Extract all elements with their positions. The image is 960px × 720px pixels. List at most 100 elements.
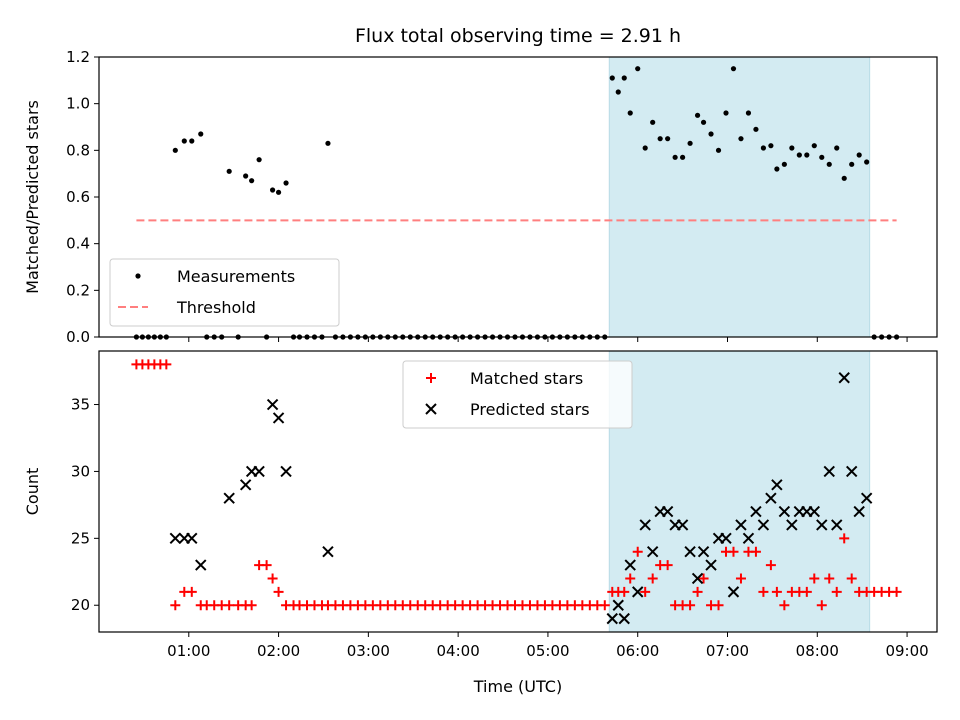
series-predicted-stars <box>169 372 873 625</box>
data-point <box>275 189 282 195</box>
data-point <box>161 359 172 370</box>
data-point <box>662 560 673 571</box>
data-point <box>781 161 787 167</box>
data-point <box>223 492 235 504</box>
legend-label: Predicted stars <box>470 400 590 419</box>
data-point <box>642 145 648 151</box>
data-point <box>273 586 284 597</box>
data-point <box>753 126 759 132</box>
data-point <box>621 75 627 81</box>
highlight-span <box>608 56 871 338</box>
data-point <box>864 159 870 165</box>
data-point <box>647 573 658 584</box>
data-point <box>774 166 780 172</box>
data-point <box>169 532 182 545</box>
data-point <box>771 479 783 491</box>
data-point <box>801 586 812 597</box>
data-point <box>269 187 276 193</box>
data-point <box>745 110 752 116</box>
data-point <box>845 465 858 478</box>
legend-label: Matched stars <box>470 369 583 388</box>
data-point <box>860 492 873 504</box>
data-point <box>750 546 761 557</box>
legend-label: Threshold <box>176 298 256 317</box>
data-point <box>224 600 235 611</box>
data-point <box>760 145 767 151</box>
data-point <box>599 600 610 611</box>
x-axis-label: Time (UTC) <box>473 677 562 696</box>
y-tick-label: 1.0 <box>66 95 90 113</box>
data-point <box>325 140 331 146</box>
data-point <box>243 173 249 179</box>
x-tick-label: 06:00 <box>616 642 659 660</box>
y-tick-label: 1.2 <box>66 48 90 66</box>
data-point <box>808 505 821 518</box>
data-point <box>691 572 704 585</box>
data-point <box>609 75 615 81</box>
data-point <box>640 586 651 597</box>
data-point <box>765 492 777 504</box>
data-point <box>824 573 835 584</box>
data-point <box>322 546 334 558</box>
data-point <box>831 586 842 597</box>
data-point <box>816 600 827 611</box>
data-point <box>606 612 618 625</box>
data-point <box>246 600 257 611</box>
x-tick-label: 08:00 <box>796 642 839 660</box>
data-point <box>735 573 746 584</box>
data-point <box>672 154 678 160</box>
data-point <box>697 546 710 558</box>
y-tick-label: 0.6 <box>66 188 90 206</box>
data-point <box>256 157 262 163</box>
data-point <box>708 131 714 137</box>
data-point <box>831 519 843 531</box>
data-point <box>632 546 643 557</box>
data-point <box>639 519 651 531</box>
data-point <box>789 145 795 151</box>
x-tick-label: 03:00 <box>347 642 390 660</box>
data-point <box>758 586 769 597</box>
y-tick-label: 0.4 <box>66 235 90 253</box>
x-tick-label: 05:00 <box>526 642 569 660</box>
highlight-span <box>608 350 871 633</box>
y-tick-label: 30 <box>71 462 90 480</box>
data-point <box>778 505 791 518</box>
legend-box <box>402 360 633 429</box>
legend: Matched stars Predicted stars <box>402 360 633 429</box>
chart-title: Flux total observing time = 2.91 h <box>355 25 681 47</box>
x-tick-label: 09:00 <box>885 642 928 660</box>
data-point <box>687 140 693 146</box>
data-point <box>742 532 755 545</box>
bottom-panel: 20 25 30 35 01:00 02:00 03:00 04:00 05:00 06:00 07… <box>23 350 938 660</box>
data-point <box>249 178 255 184</box>
data-point <box>625 573 636 584</box>
data-point <box>615 89 621 95</box>
series-measurements <box>133 66 900 340</box>
legend-label: Measurements <box>177 267 295 286</box>
data-point <box>280 465 292 478</box>
data-point <box>768 143 774 149</box>
data-point <box>694 112 701 118</box>
data-point <box>700 119 707 125</box>
data-point <box>661 505 674 518</box>
y-tick-label: 0.2 <box>66 281 90 299</box>
data-point <box>676 519 689 531</box>
data-point <box>692 586 703 597</box>
data-point <box>189 138 195 144</box>
data-point <box>650 119 656 125</box>
data-point <box>680 154 686 160</box>
x-tick-label: 02:00 <box>257 642 300 660</box>
data-point <box>253 465 265 478</box>
x-tick-label: 01:00 <box>167 642 210 660</box>
data-point <box>705 559 717 571</box>
data-point <box>727 586 740 598</box>
data-point <box>839 533 850 544</box>
data-point <box>632 586 644 598</box>
y-tick-label: 20 <box>71 596 90 614</box>
legend-box <box>109 258 340 327</box>
data-point <box>627 110 633 116</box>
data-point <box>811 143 817 149</box>
data-point <box>765 560 776 571</box>
data-point <box>856 152 862 158</box>
data-point <box>665 136 671 142</box>
